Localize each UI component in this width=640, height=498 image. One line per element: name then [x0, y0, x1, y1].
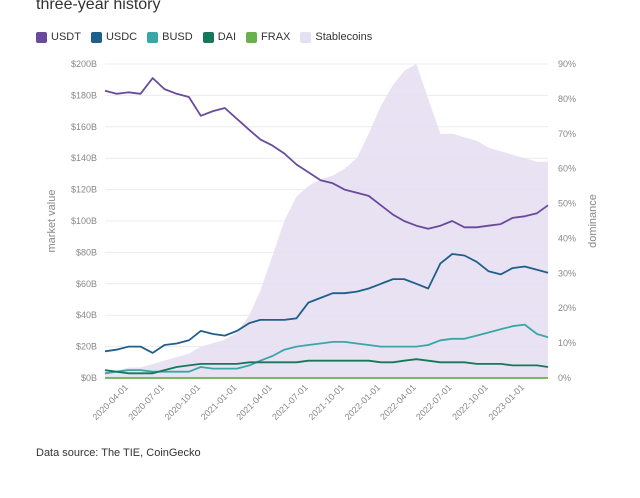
y2-tick-label: 0%	[558, 373, 571, 383]
legend-swatch	[246, 31, 258, 43]
legend-swatch	[147, 31, 159, 43]
legend-swatch	[202, 31, 214, 43]
chart-title: three-year history	[36, 0, 161, 13]
y-tick-label: $0B	[81, 373, 97, 383]
x-tick-label: 2020-04-01	[90, 382, 130, 422]
legend-item-frax: FRAX	[246, 31, 290, 43]
legend-label: USDC	[105, 31, 138, 43]
y2-tick-label: 80%	[558, 94, 576, 104]
chart-svg: $0B $20B $40B $60B $80B $100B $120B $140B $160B $…	[46, 59, 599, 422]
y2-tick-label: 70%	[558, 129, 576, 139]
y2-tick-label: 10%	[558, 338, 576, 348]
x-tick-label: 2021-04-01	[234, 382, 274, 422]
x-tick-label: 2022-01-01	[343, 382, 383, 422]
series-line-usdc	[104, 253, 549, 354]
y-tick-label: $80B	[76, 247, 97, 257]
y-tick-label: $200B	[71, 59, 97, 69]
legend: USDT USDC BUSD DAI FRAX Stablecoins	[36, 31, 372, 43]
x-tick-label: 2021-07-01	[270, 382, 310, 422]
x-tick-label: 2020-10-01	[163, 382, 203, 422]
legend-swatch	[90, 31, 102, 43]
legend-swatch	[300, 31, 312, 43]
y2-tick-label: 20%	[558, 303, 576, 313]
x-tick-label: 2023-01-01	[487, 382, 527, 422]
x-tick-label: 2020-07-01	[126, 382, 166, 422]
legend-label: DAI	[217, 31, 237, 43]
series-line-dai	[104, 358, 549, 375]
y2-tick-label: 60%	[558, 164, 576, 174]
legend-item-dai: DAI	[202, 31, 237, 43]
legend-label: BUSD	[162, 31, 193, 43]
legend-item-busd: BUSD	[147, 31, 193, 43]
series-line-busd	[104, 323, 549, 375]
y-tick-label: $100B	[71, 216, 97, 226]
y-tick-label: $140B	[71, 153, 97, 163]
legend-label: Stablecoins	[315, 31, 373, 43]
y2-tick-label: 90%	[558, 59, 576, 69]
y-axis-label: market value	[46, 190, 58, 253]
y2-tick-label: 40%	[558, 233, 576, 243]
data-source: Data source: The TIE, CoinGecko	[36, 447, 201, 459]
legend-item-usdt: USDT	[36, 31, 81, 43]
y-tick-label: $20B	[76, 342, 97, 352]
y-tick-label: $180B	[71, 90, 97, 100]
x-tick-label: 2022-04-01	[378, 382, 418, 422]
y2-axis-label: dominance	[587, 194, 599, 248]
legend-item-usdc: USDC	[90, 31, 138, 43]
y-tick-label: $40B	[76, 310, 97, 320]
y2-tick-label: 50%	[558, 199, 576, 209]
legend-label: USDT	[51, 31, 81, 43]
legend-item-stablecoins: Stablecoins	[300, 31, 372, 43]
series-area-stablecoins	[105, 64, 548, 378]
x-tick-label: 2022-07-01	[414, 382, 454, 422]
legend-label: FRAX	[261, 31, 291, 43]
y-tick-label: $60B	[76, 279, 97, 289]
y-tick-label: $120B	[71, 185, 97, 195]
series-line-usdt	[104, 77, 549, 230]
y-tick-label: $160B	[71, 122, 97, 132]
y2-tick-label: 30%	[558, 268, 576, 278]
x-tick-label: 2022-10-01	[450, 382, 490, 422]
x-tick-label: 2021-10-01	[306, 382, 346, 422]
x-tick-label: 2021-01-01	[199, 382, 239, 422]
legend-swatch	[36, 31, 47, 43]
